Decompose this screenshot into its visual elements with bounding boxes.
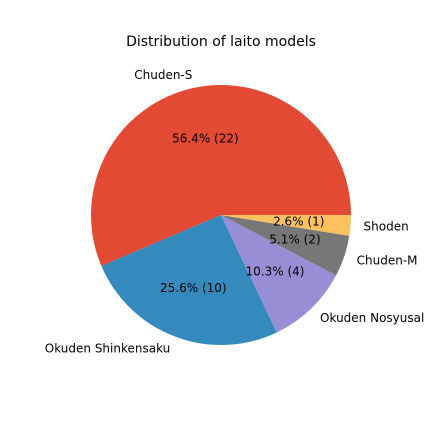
chart-title: Distribution of laito models [126,34,316,50]
slice-label-chuden-s: Chuden-S [134,68,192,82]
slice-label-shoden: Shoden [364,220,409,234]
pie-slice-shoden [221,215,351,236]
pie-labels: Chuden-S 56.4% (22) Okuden Shinkensaku 25.6… [45,68,425,356]
pie-slices [91,85,352,346]
slice-label-okuden-nosyusal: Okuden Nosyusal [320,311,424,325]
pie-slice-chuden-s [91,85,352,266]
slice-pct-chuden-m: 5.1% (2) [269,233,320,247]
slice-pct-okuden-nosyusal: 10.3% (4) [246,264,305,278]
slice-label-chuden-m: Chuden-M [357,253,418,267]
slice-pct-chuden-s: 56.4% (22) [172,132,239,146]
slice-pct-okuden-shinkensaku: 25.6% (10) [160,281,227,295]
pie-slice-okuden-nosyusal [221,215,337,333]
pie-slice-chuden-m [221,215,350,276]
pie-slice-okuden-shinkensaku [101,215,277,346]
slice-pct-shoden: 2.6% (1) [273,214,324,228]
slice-label-okuden-shinkensaku: Okuden Shinkensaku [45,342,171,356]
